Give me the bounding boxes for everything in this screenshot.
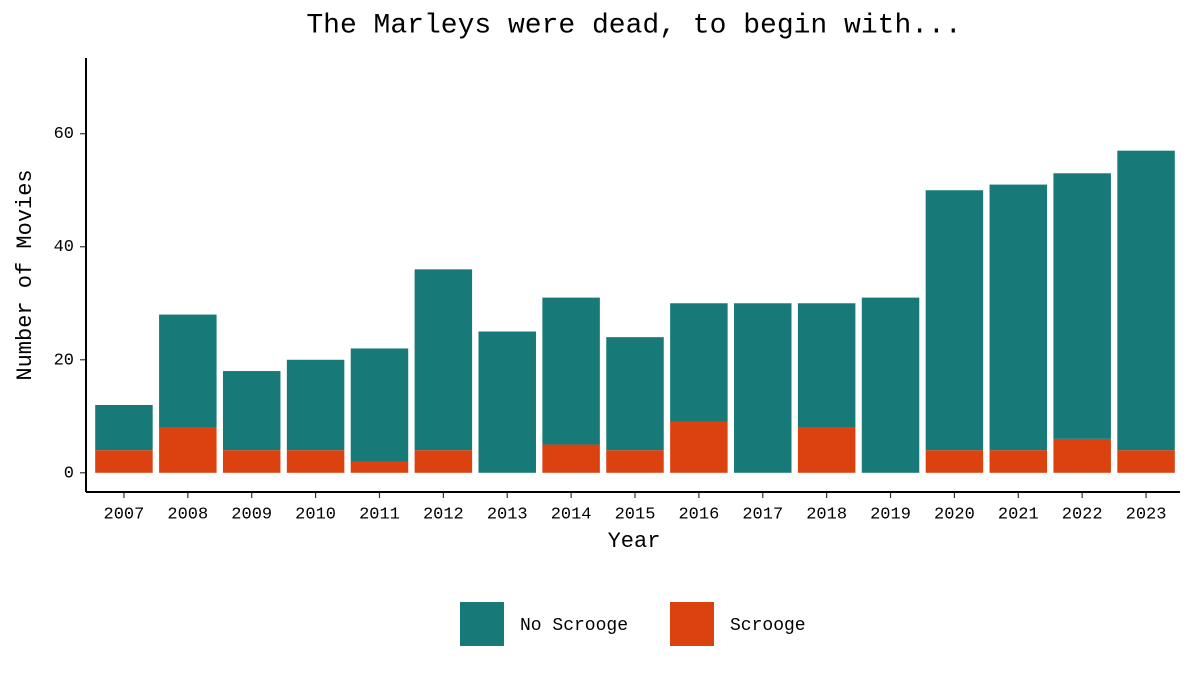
bar-segment	[1053, 438, 1111, 473]
bar-segment	[159, 427, 217, 473]
bar-segment	[989, 184, 1048, 451]
bar-segment	[606, 337, 664, 451]
bar-segment	[606, 450, 664, 473]
bar-segment	[734, 303, 792, 473]
bar-segment	[861, 297, 920, 473]
bar-segment	[350, 461, 409, 473]
x-tick-label: 2017	[742, 505, 783, 524]
legend-label: Scrooge	[730, 616, 806, 636]
bar-segment	[95, 404, 153, 451]
bar-segment	[542, 297, 600, 445]
x-tick-label: 2018	[806, 505, 847, 524]
bar-segment	[222, 450, 281, 473]
bar-segment	[797, 303, 856, 428]
x-tick-label: 2021	[998, 505, 1039, 524]
legend-swatch	[460, 602, 504, 646]
bar-segment	[222, 371, 281, 451]
x-tick-label: 2009	[231, 505, 272, 524]
bar-segment	[414, 450, 473, 473]
bar-segment	[350, 348, 409, 462]
bar-segment	[1117, 150, 1175, 451]
x-tick-label: 2012	[423, 505, 464, 524]
bar-segment	[1053, 173, 1111, 439]
bar-segment	[286, 359, 345, 451]
x-tick-label: 2016	[678, 505, 719, 524]
legend-swatch	[670, 602, 714, 646]
x-tick-label: 2023	[1126, 505, 1167, 524]
legend-label: No Scrooge	[520, 616, 628, 636]
bar-segment	[989, 450, 1048, 473]
x-tick-label: 2014	[551, 505, 592, 524]
bar-segment	[925, 450, 984, 473]
bar-segment	[797, 427, 856, 473]
y-axis-title: Number of Movies	[13, 169, 38, 380]
y-tick-label: 40	[54, 238, 74, 257]
x-tick-label: 2013	[487, 505, 528, 524]
x-tick-label: 2019	[870, 505, 911, 524]
x-tick-label: 2020	[934, 505, 975, 524]
x-tick-label: 2022	[1062, 505, 1103, 524]
bar-segment	[925, 190, 984, 451]
x-tick-label: 2011	[359, 505, 400, 524]
bar-segment	[670, 421, 728, 473]
chart-title: The Marleys were dead, to begin with...	[306, 10, 961, 41]
bar-segment	[414, 269, 473, 451]
bar-segment	[1117, 450, 1175, 473]
bar-segment	[478, 331, 536, 473]
x-tick-label: 2007	[104, 505, 145, 524]
bar-segment	[542, 444, 600, 473]
x-tick-label: 2010	[295, 505, 336, 524]
y-tick-label: 20	[54, 351, 74, 370]
bar-segment	[159, 314, 217, 428]
y-tick-label: 60	[54, 125, 74, 144]
bar-segment	[670, 303, 728, 422]
x-tick-label: 2008	[167, 505, 208, 524]
bar-segment	[95, 450, 153, 473]
bar-segment	[286, 450, 345, 473]
x-tick-label: 2015	[615, 505, 656, 524]
y-tick-label: 0	[64, 464, 74, 483]
x-axis-title: Year	[608, 529, 661, 554]
